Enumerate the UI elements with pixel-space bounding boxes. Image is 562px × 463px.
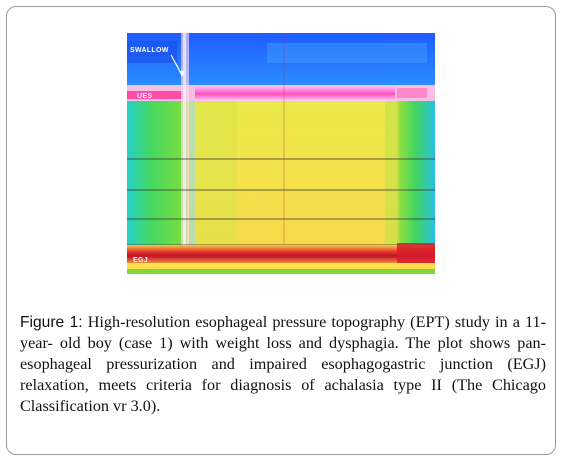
egj-label: EGJ — [133, 257, 148, 264]
figure-caption-lead: Figure 1: — [20, 314, 83, 331]
figure-caption-text: High-resolution esophageal pressure topo… — [20, 313, 546, 415]
ues-label: UES — [137, 93, 153, 100]
figure-caption: Figure 1: High-resolution esophageal pre… — [20, 312, 546, 417]
ept-plot-svg — [127, 33, 435, 274]
egj-band — [127, 245, 435, 263]
esophageal-body-left — [127, 101, 187, 251]
esophageal-body-right — [397, 101, 435, 251]
ept-plot: SWALLOW UES EGJ — [127, 33, 435, 274]
swallow-label: SWALLOW — [130, 47, 169, 54]
